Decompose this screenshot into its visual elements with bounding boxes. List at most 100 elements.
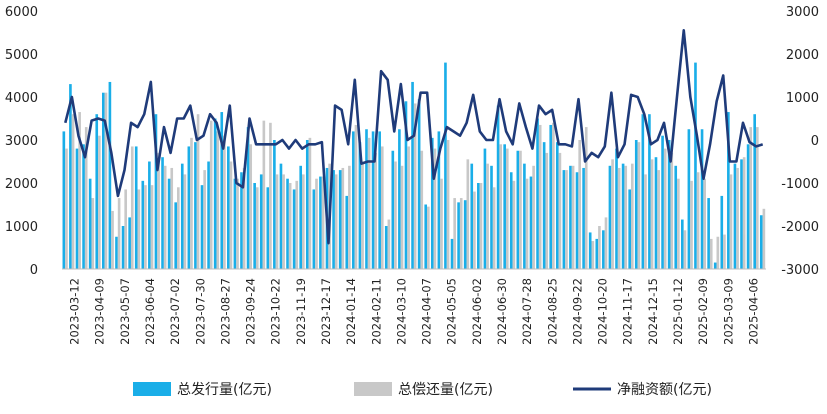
issuance-bar [88, 178, 92, 269]
issuance-bar [674, 165, 678, 269]
issuance-bar [621, 163, 625, 269]
repayment-bar [341, 167, 345, 269]
issuance-bar [575, 172, 579, 269]
issuance-bar [463, 200, 467, 269]
issuance-bar [727, 112, 730, 269]
repayment-bar [677, 178, 680, 269]
issuance-bar [542, 142, 546, 269]
left-y-tick-label: 6000 [5, 5, 38, 20]
issuance-bar [161, 157, 164, 269]
issuance-bar [148, 161, 151, 269]
x-tick-label: 2023-07-02 [168, 278, 182, 345]
repayment-bar [117, 198, 121, 269]
issuance-bar [95, 114, 99, 269]
issuance-bar [115, 236, 118, 269]
repayment-bar [334, 174, 338, 269]
issuance-bar [450, 238, 454, 269]
left-y-tick-label: 4000 [5, 91, 38, 106]
repayment-bar [387, 219, 391, 269]
issuance-bar [549, 124, 553, 269]
issuance-bar [733, 163, 737, 269]
x-tick-label: 2024-09-22 [570, 278, 584, 345]
x-tick-label: 2024-11-17 [621, 278, 635, 345]
repayment-bar [663, 148, 667, 269]
repayment-bar [630, 163, 634, 269]
issuance-bar [628, 189, 631, 269]
x-tick-label: 2023-12-17 [319, 278, 333, 345]
repayment-bar [203, 170, 206, 269]
repayment-bar [420, 150, 424, 269]
repayment-bar [440, 178, 443, 269]
repayment-bar [269, 122, 272, 269]
repayment-bar [223, 135, 226, 269]
repayment-bar [91, 198, 95, 269]
repayment-bar [762, 208, 766, 269]
issuance-bar [720, 195, 724, 269]
x-tick-label: 2024-05-05 [445, 278, 459, 345]
repayment-bar [249, 144, 253, 269]
issuance-bar [424, 204, 428, 269]
repayment-bar [361, 161, 364, 269]
repayment-bar [650, 159, 654, 269]
issuance-bar [457, 202, 460, 269]
issuance-bar [595, 238, 599, 269]
repayment-bar [374, 152, 378, 269]
x-tick-label: 2023-10-22 [269, 278, 283, 345]
x-tick-label: 2023-05-07 [118, 278, 132, 345]
repayment-bar [433, 148, 437, 269]
issuance-bar [141, 180, 145, 269]
repayment-bar [499, 144, 503, 269]
repayment-bar [209, 120, 213, 270]
issuance-bar [253, 183, 256, 269]
repayment-bar [486, 163, 489, 269]
x-tick-label: 2025-03-09 [721, 278, 735, 345]
issuance-bar [509, 172, 513, 269]
issuance-bar [332, 170, 335, 269]
issuance-bar [753, 114, 756, 269]
issuance-bar [555, 142, 559, 269]
x-tick-label: 2023-03-12 [68, 278, 82, 345]
repayment-bar [255, 187, 259, 269]
issuance-bar [661, 135, 664, 269]
issuance-bar [503, 144, 506, 269]
issuance-bar [417, 99, 421, 270]
repayment-bar [98, 135, 101, 269]
repayment-bar [611, 159, 614, 269]
repayment-bar [130, 146, 134, 269]
repayment-bar [538, 124, 542, 269]
repayment-bar [696, 172, 700, 269]
right-y-axis: -3000 -2000 -1000 0 1000 2000 3000 [781, 5, 819, 278]
issuance-bar [608, 165, 612, 269]
issuance-bar [259, 174, 263, 269]
repayment-bar [400, 165, 404, 269]
repayment-bar [354, 124, 358, 269]
repayment-bar [492, 187, 496, 269]
repayment-bar [321, 176, 325, 269]
issuance-bar [187, 146, 191, 269]
issuance-bar [746, 144, 750, 269]
issuance-bar [319, 176, 322, 269]
repayment-bar [545, 152, 549, 269]
legend-swatch-repayment [354, 382, 392, 396]
issuance-bar [680, 219, 684, 269]
repayment-bar [78, 112, 81, 269]
repayment-bars [65, 92, 766, 270]
issuance-bar [707, 198, 710, 269]
issuance-bar [345, 195, 349, 269]
repayment-bar [473, 191, 476, 269]
right-y-tick-label: 2000 [786, 48, 819, 63]
repayment-bar [183, 174, 187, 269]
issuance-bar [338, 170, 342, 269]
repayment-bar [177, 187, 180, 269]
legend-label-issuance: 总发行量(亿元) [177, 382, 272, 398]
repayment-bar [427, 206, 430, 269]
issuance-bar [562, 170, 566, 269]
issuance-bar [740, 159, 743, 269]
issuance-bar [279, 163, 283, 269]
repayment-bar [302, 174, 305, 269]
repayment-bar [170, 167, 174, 269]
repayment-bar [644, 174, 647, 269]
repayment-bar [736, 167, 739, 269]
issuance-bar [496, 105, 500, 269]
